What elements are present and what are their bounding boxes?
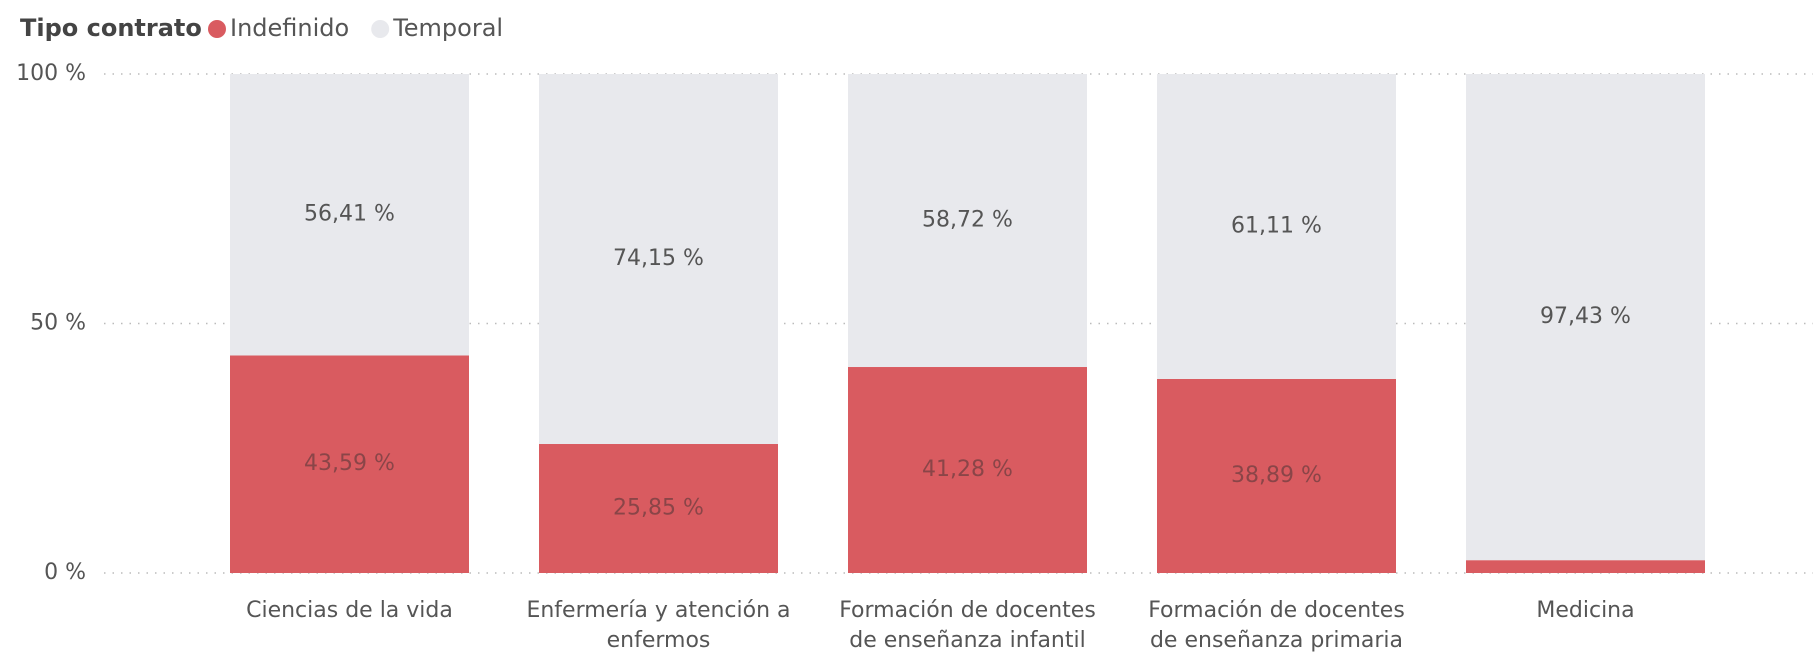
bar-segment [230,74,469,356]
x-tick-label: Formación de docentes de enseñanza infan… [839,598,1096,653]
bar-segment [1466,74,1705,561]
x-tick-label: Enfermería y atención a enfermos [526,598,791,653]
legend-swatch [208,20,226,38]
y-tick-label: 50 % [30,311,86,336]
y-tick-label: 0 % [44,560,86,585]
bar-segment [539,74,778,445]
data-label: 25,85 % [613,496,704,521]
data-label: 41,28 % [922,457,1013,482]
data-label: 61,11 % [1231,213,1322,238]
data-label: 43,59 % [304,451,395,476]
legend-title: Tipo contrato [20,14,202,42]
data-label: 74,15 % [613,246,704,271]
x-tick-label: Ciencias de la vida [246,598,453,623]
legend-label: Temporal [392,14,503,42]
legend-label: Indefinido [230,14,349,42]
bar-segment [230,355,469,573]
bar-segment [848,74,1087,368]
legend-swatch [371,20,390,38]
data-label: 97,43 % [1540,304,1631,329]
x-tick-label: Medicina [1536,598,1635,623]
y-tick-label: 100 % [16,61,86,86]
x-tick-label: Formación de docentes de enseñanza prima… [1148,598,1405,653]
data-label: 58,72 % [922,208,1013,233]
bar-segment [1466,560,1705,573]
bar-segment [848,367,1087,573]
bar-segment [1157,378,1396,573]
data-label: 56,41 % [304,202,395,227]
bar-segment [539,444,778,573]
bar-segment [1157,74,1396,379]
data-label: 38,89 % [1231,463,1322,488]
